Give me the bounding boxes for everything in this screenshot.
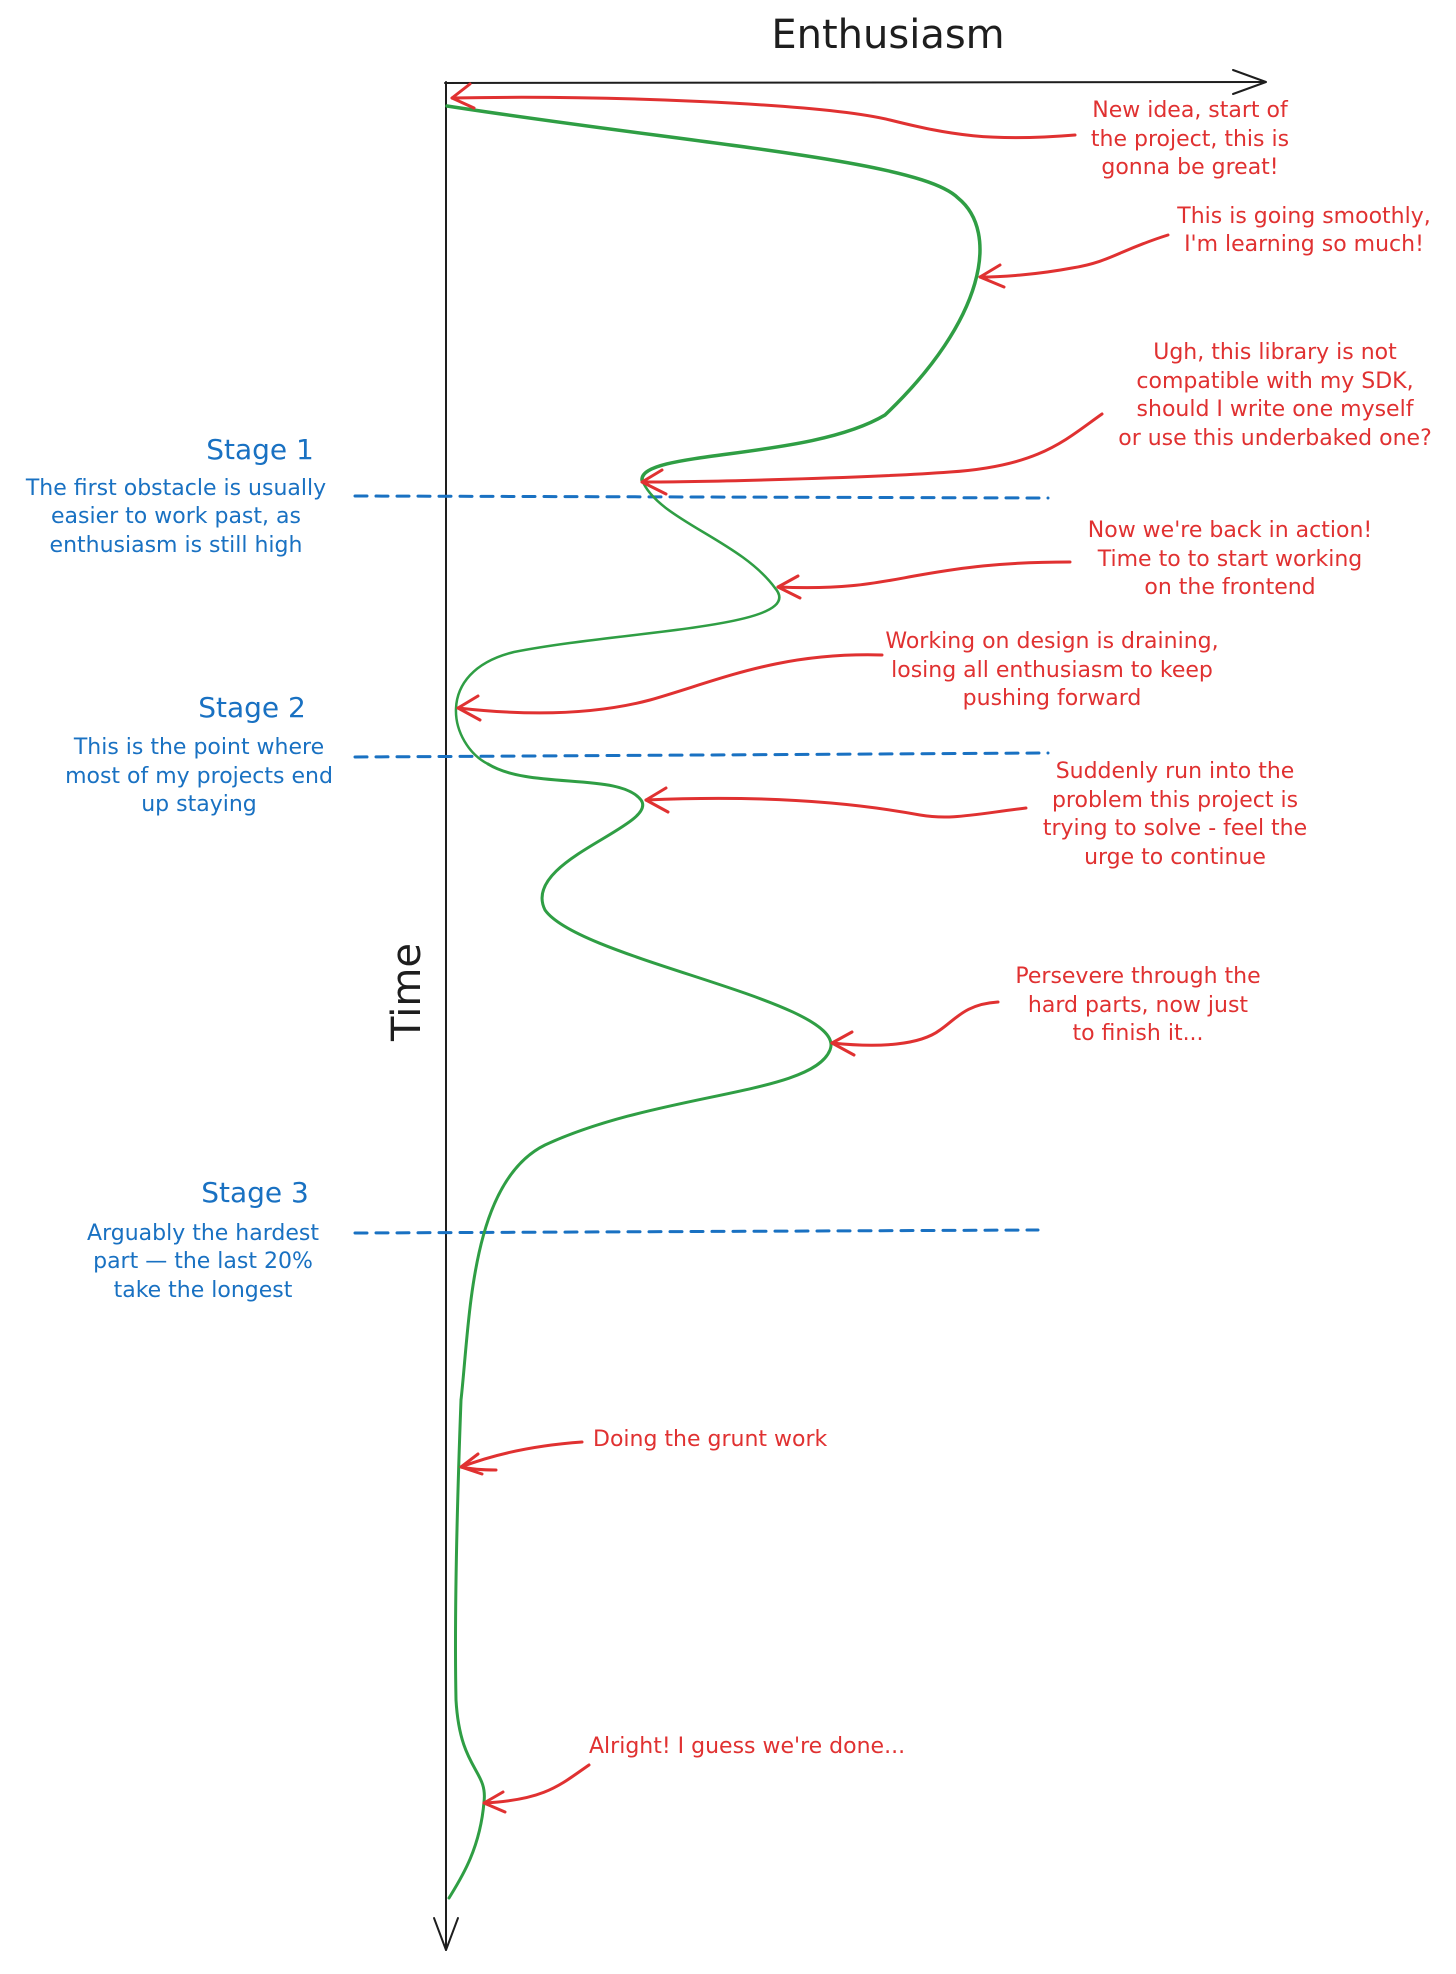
- annotation-7-line-3: to finish it...: [1072, 1021, 1203, 1046]
- annotation-5-line-1: Working on design is draining,: [885, 629, 1218, 654]
- annotation-arrow-6: [644, 796, 1028, 819]
- annotation-3-line-3: should I write one myself: [1137, 397, 1415, 422]
- stage-3-desc-line-3: take the longest: [114, 1278, 293, 1303]
- stage-1-desc-line-2: easier to work past, as: [51, 504, 301, 529]
- annotation-2: This is going smoothly, I'm learning so …: [1176, 204, 1430, 257]
- annotation-arrowhead-1: [450, 82, 476, 110]
- y-axis-arrowhead: [433, 1917, 459, 1951]
- stage-2-desc-line-3: up staying: [141, 792, 257, 817]
- stage-2-title: Stage 2: [198, 691, 306, 724]
- stage-1-desc-line-3: enthusiasm is still high: [50, 533, 303, 558]
- annotation-7-line-2: hard parts, now just: [1028, 993, 1249, 1018]
- annotation-2-line-1: This is going smoothly,: [1176, 204, 1430, 229]
- annotation-1-line-2: the project, this is: [1091, 127, 1289, 152]
- annotation-6-line-2: problem this project is: [1052, 788, 1298, 813]
- annotation-arrow-8: [459, 1440, 584, 1472]
- annotation-arrowhead-3: [640, 468, 668, 496]
- annotation-4-line-1: Now we're back in action!: [1088, 518, 1372, 543]
- annotation-2-line-2: I'm learning so much!: [1184, 232, 1424, 257]
- x-axis-title: Enthusiasm: [771, 12, 1004, 58]
- stage-1-title: Stage 1: [206, 433, 314, 466]
- y-axis-line: [445, 81, 448, 1951]
- stage-3-title: Stage 3: [201, 1176, 309, 1209]
- x-axis-line: [444, 81, 1266, 84]
- annotation-arrowhead-4: [776, 574, 802, 600]
- x-axis-arrowhead: [1232, 69, 1267, 95]
- annotation-5-line-2: losing all enthusiasm to keep: [891, 658, 1213, 683]
- stage-3-desc-line-2: part — the last 20%: [93, 1249, 313, 1274]
- y-axis-title: Time: [384, 943, 430, 1042]
- annotation-1-line-3: gonna be great!: [1101, 155, 1278, 180]
- annotation-4: Now we're back in action! Time to to sta…: [1088, 518, 1372, 600]
- annotation-6: Suddenly run into the problem this proje…: [1043, 759, 1307, 870]
- annotation-4-line-2: Time to to start working: [1097, 547, 1362, 572]
- annotation-arrow-7: [830, 1000, 1000, 1047]
- annotation-6-line-1: Suddenly run into the: [1056, 759, 1295, 784]
- annotation-8-line-1: Doing the grunt work: [593, 1427, 828, 1452]
- annotation-arrow-3: [640, 412, 1104, 484]
- annotation-3-line-1: Ugh, this library is not: [1153, 340, 1397, 365]
- stage-2-desc-line-2: most of my projects end: [65, 764, 333, 789]
- stage-1-divider: [353, 494, 1050, 500]
- stage-3-desc-line-1: Arguably the hardest: [87, 1221, 319, 1246]
- annotation-5-line-3: pushing forward: [963, 686, 1142, 711]
- annotation-4-line-3: on the frontend: [1144, 575, 1315, 600]
- annotation-8: Doing the grunt work: [593, 1427, 828, 1452]
- annotation-9: Alright! I guess we're done...: [589, 1734, 905, 1759]
- annotation-arrow-1: [450, 95, 1077, 140]
- stage-3-divider: [353, 1228, 1040, 1235]
- stage-3-label: Stage 3 Arguably the hardest part — the …: [87, 1176, 319, 1303]
- stage-2-divider: [353, 751, 1050, 759]
- axes: [433, 69, 1267, 1951]
- annotation-6-line-4: urge to continue: [1084, 845, 1266, 870]
- annotation-arrow-4: [776, 560, 1072, 590]
- annotation-3-line-2: compatible with my SDK,: [1136, 369, 1413, 394]
- annotation-arrowhead-7: [830, 1030, 856, 1057]
- annotation-5: Working on design is draining, losing al…: [885, 629, 1218, 711]
- curve-segment-stage-2: [459, 762, 833, 1402]
- curve-segment-start: [445, 104, 982, 482]
- annotation-3-line-4: or use this underbaked one?: [1118, 426, 1432, 451]
- annotation-arrowhead-5: [456, 694, 482, 722]
- annotation-1-line-1: New idea, start of: [1092, 98, 1289, 123]
- annotation-3: Ugh, this library is not compatible with…: [1118, 340, 1432, 451]
- annotation-arrow-5: [456, 653, 884, 715]
- stage-2-label: Stage 2 This is the point where most of …: [65, 691, 333, 817]
- annotation-7: Persevere through the hard parts, now ju…: [1015, 964, 1260, 1046]
- stage-2-desc-line-1: This is the point where: [73, 735, 324, 760]
- annotation-9-line-1: Alright! I guess we're done...: [589, 1734, 905, 1759]
- annotation-arrows: [450, 82, 1170, 1814]
- stage-dividers: [353, 494, 1050, 1235]
- annotation-arrowhead-2: [978, 263, 1006, 289]
- curve-segment-stage-1: [454, 478, 781, 766]
- annotation-arrowhead-6: [644, 786, 670, 814]
- annotation-7-line-1: Persevere through the: [1015, 964, 1260, 989]
- annotation-arrowhead-9: [482, 1790, 507, 1814]
- annotation-6-line-3: trying to solve - feel the: [1043, 816, 1307, 841]
- annotation-1: New idea, start of the project, this is …: [1091, 98, 1289, 180]
- curve-segment-tail: [447, 1398, 486, 1900]
- annotation-arrowhead-8: [459, 1452, 484, 1476]
- stage-1-label: Stage 1 The first obstacle is usually ea…: [25, 433, 326, 558]
- annotation-arrow-2: [978, 233, 1170, 279]
- enthusiasm-curve: [445, 104, 982, 1900]
- stage-1-desc-line-1: The first obstacle is usually: [25, 476, 326, 501]
- annotation-arrow-9: [482, 1763, 591, 1805]
